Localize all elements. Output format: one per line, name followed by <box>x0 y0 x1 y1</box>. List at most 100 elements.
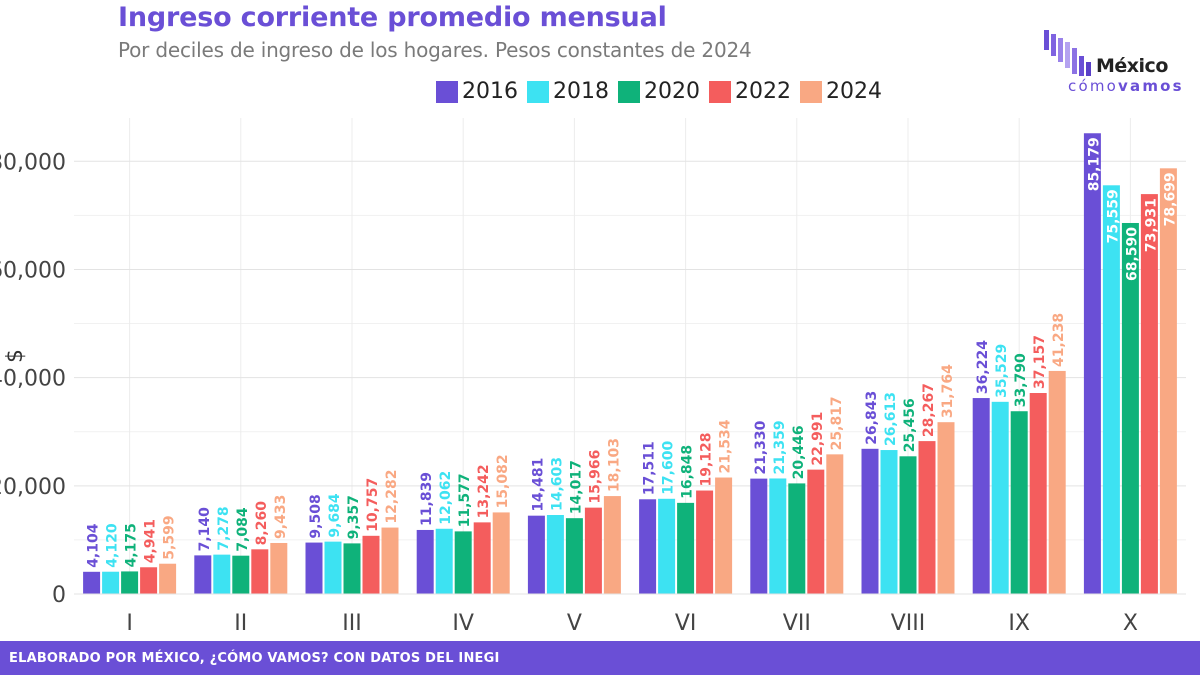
legend-item-2016: 2016 <box>436 79 518 104</box>
data-label: 85,179 <box>1086 137 1102 191</box>
bar-2018-VIII <box>880 450 898 594</box>
data-label: 36,224 <box>975 340 991 394</box>
footer-bar: ELABORADO POR MÉXICO, ¿CÓMO VAMOS? CON D… <box>0 641 1200 675</box>
bar-2020-X <box>1121 222 1139 594</box>
footer-credit: ELABORADO POR MÉXICO, ¿CÓMO VAMOS? CON D… <box>9 651 500 666</box>
data-label: 14,017 <box>568 460 584 514</box>
legend-label: 2022 <box>735 79 791 104</box>
logo-tagline-light: cómo <box>1068 77 1119 95</box>
data-label: 4,120 <box>105 523 121 568</box>
bar-2022-IV <box>473 522 491 594</box>
data-label: 7,140 <box>197 507 213 552</box>
legend-item-2024: 2024 <box>800 79 882 104</box>
bar-2018-I <box>102 571 120 594</box>
data-label: 73,931 <box>1143 198 1159 252</box>
legend-swatch <box>618 80 640 103</box>
data-label: 22,991 <box>810 412 826 466</box>
y-tick-label: 40,000 <box>0 367 66 392</box>
x-tick-label: III <box>342 611 361 636</box>
bar-2022-I <box>140 567 158 594</box>
data-label: 12,282 <box>384 470 400 524</box>
data-label: 4,941 <box>143 519 159 563</box>
bar-2018-III <box>324 541 342 594</box>
bar-2022-IX <box>1029 393 1047 594</box>
bar-2016-II <box>194 555 212 594</box>
data-label: 25,817 <box>829 396 845 450</box>
data-label: 4,104 <box>86 523 102 568</box>
legend-item-2020: 2020 <box>618 79 700 104</box>
data-label: 21,534 <box>718 419 734 473</box>
bar-2016-V <box>527 515 545 594</box>
legend-swatch <box>800 80 822 103</box>
data-label: 15,082 <box>495 454 511 508</box>
y-axis-title: $ <box>3 349 28 363</box>
bar-2016-VII <box>750 478 768 594</box>
data-label: 26,843 <box>864 391 880 445</box>
bar-2024-II <box>270 542 288 594</box>
data-label: 68,590 <box>1124 227 1140 281</box>
legend-label: 2018 <box>553 79 609 104</box>
data-label: 9,357 <box>346 495 362 539</box>
bar-2024-III <box>381 527 399 594</box>
data-label: 25,456 <box>902 398 918 452</box>
bar-2018-IV <box>435 528 453 594</box>
bar-2024-IX <box>1048 370 1066 594</box>
data-label: 19,128 <box>699 433 715 487</box>
data-label: 14,603 <box>549 457 565 511</box>
bar-2022-VII <box>807 469 825 594</box>
data-label: 17,600 <box>661 441 677 495</box>
legend-swatch <box>709 80 731 103</box>
data-label: 4,175 <box>124 523 140 567</box>
logo-bars-icon <box>1044 30 1091 76</box>
data-label: 20,446 <box>791 425 807 479</box>
bar-2016-I <box>83 571 101 594</box>
x-tick-label: IX <box>1008 611 1030 636</box>
data-label: 41,238 <box>1051 313 1067 367</box>
bar-2018-VII <box>769 478 787 594</box>
mexico-como-vamos-logo: México cómovamos <box>1040 28 1182 98</box>
bar-2022-X <box>1140 194 1158 594</box>
data-label: 11,839 <box>419 472 435 526</box>
bar-2018-V <box>546 515 564 594</box>
data-label: 31,764 <box>940 364 956 418</box>
bar-2024-IV <box>492 512 510 594</box>
bar-2018-X <box>1102 185 1120 594</box>
x-tick-label: X <box>1123 611 1138 636</box>
data-label: 9,508 <box>308 494 324 538</box>
bar-2022-V <box>584 507 602 594</box>
x-tick-label: VII <box>783 611 811 636</box>
bar-2016-VIII <box>861 448 879 594</box>
bar-2024-VII <box>826 454 844 594</box>
bar-2020-I <box>121 571 139 594</box>
data-label: 28,267 <box>921 383 937 437</box>
data-label: 7,084 <box>235 507 251 552</box>
legend-label: 2024 <box>826 79 882 104</box>
data-label: 37,157 <box>1032 335 1048 389</box>
data-label: 12,062 <box>438 471 454 525</box>
legend-label: 2020 <box>644 79 700 104</box>
y-tick-label: 20,000 <box>0 475 66 500</box>
data-label: 13,242 <box>476 464 492 518</box>
x-tick-label: V <box>567 611 582 636</box>
bar-2016-IX <box>972 398 990 594</box>
bar-2020-IX <box>1010 411 1028 594</box>
logo-tagline-bold: vamos <box>1118 77 1184 95</box>
logo-wordmark: México <box>1096 55 1168 77</box>
bar-2020-VII <box>788 483 806 594</box>
bar-2020-V <box>565 518 583 594</box>
bar-2024-I <box>159 563 177 594</box>
bar-2024-X <box>1159 168 1177 595</box>
data-label: 26,613 <box>883 392 899 446</box>
chart-subtitle: Por deciles de ingreso de los hogares. P… <box>118 38 752 62</box>
bar-2018-VI <box>658 498 676 594</box>
data-label: 9,433 <box>273 495 289 539</box>
bar-2020-IV <box>454 531 472 594</box>
chart-title: Ingreso corriente promedio mensual <box>118 2 667 33</box>
legend-swatch <box>436 80 458 103</box>
bar-2024-V <box>603 496 621 594</box>
data-label: 16,848 <box>680 445 696 499</box>
y-tick-label: 0 <box>52 583 66 608</box>
data-label: 33,790 <box>1013 353 1029 407</box>
legend: 2016 2018 2020 2022 2024 <box>436 79 882 104</box>
bar-2022-VI <box>696 490 714 594</box>
